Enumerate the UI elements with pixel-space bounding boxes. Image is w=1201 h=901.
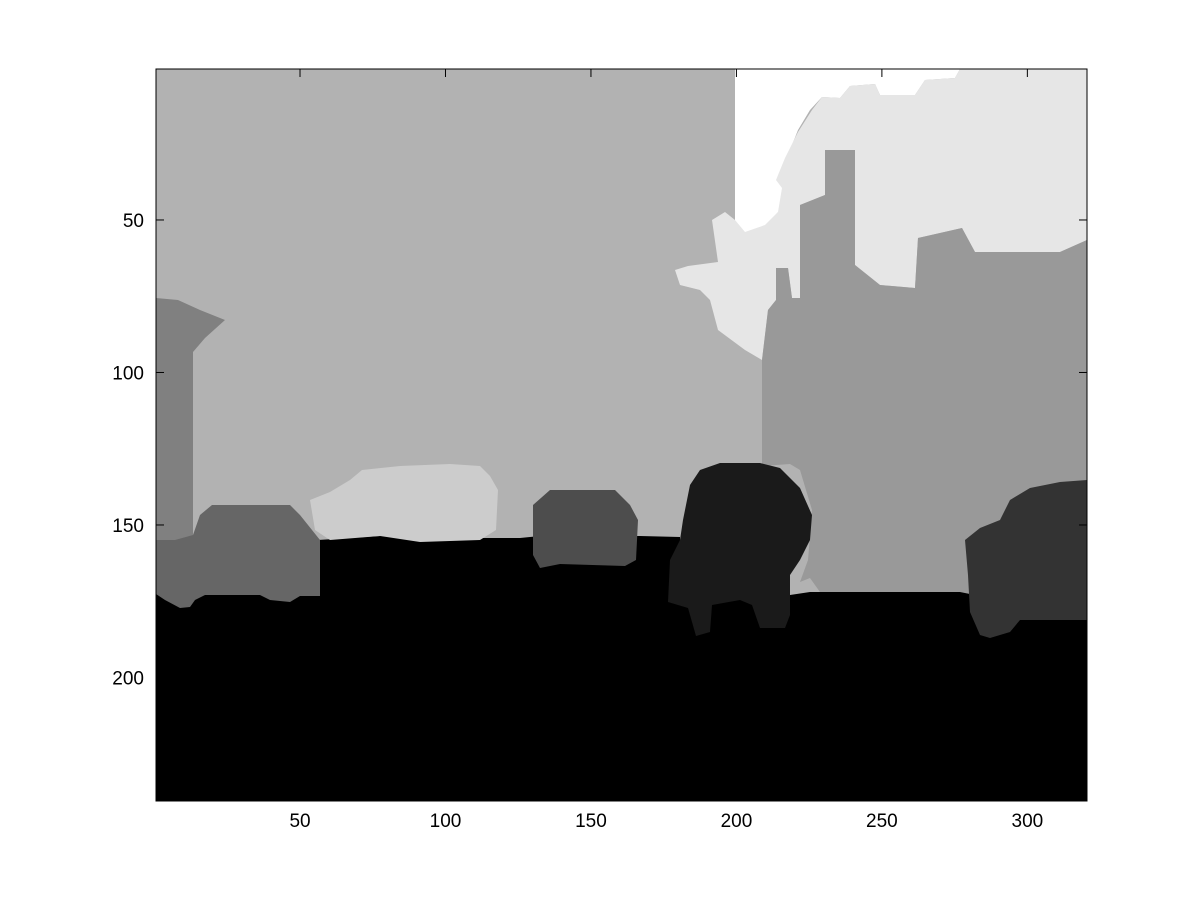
- x-tick-label: 250: [866, 811, 898, 832]
- y-tick-label: 100: [112, 363, 144, 384]
- y-tick-label: 150: [112, 516, 144, 537]
- region-car-right: [965, 480, 1087, 638]
- region-car-white: [310, 464, 498, 542]
- region-buildings: [762, 150, 1087, 595]
- region-car-middle: [533, 490, 638, 568]
- region-pole: [156, 298, 225, 548]
- y-tick-label: 50: [123, 211, 144, 232]
- y-axis-ticks: 50 100 150 200: [112, 211, 1087, 689]
- label-map-image: [156, 69, 1087, 801]
- y-tick-label: 200: [112, 668, 144, 689]
- x-tick-label: 200: [721, 811, 753, 832]
- x-tick-label: 150: [575, 811, 607, 832]
- x-tick-label: 100: [430, 811, 462, 832]
- axes-frame: [155, 68, 1088, 802]
- region-cloud-white: [735, 69, 960, 232]
- region-road: [156, 536, 1087, 801]
- region-tree: [668, 463, 812, 636]
- x-tick-label: 50: [289, 811, 310, 832]
- x-tick-label: 300: [1012, 811, 1044, 832]
- x-axis-ticks: 50 100 150 200 250 300: [289, 69, 1043, 832]
- region-cloud-light: [675, 69, 1087, 360]
- region-car-left: [156, 505, 320, 608]
